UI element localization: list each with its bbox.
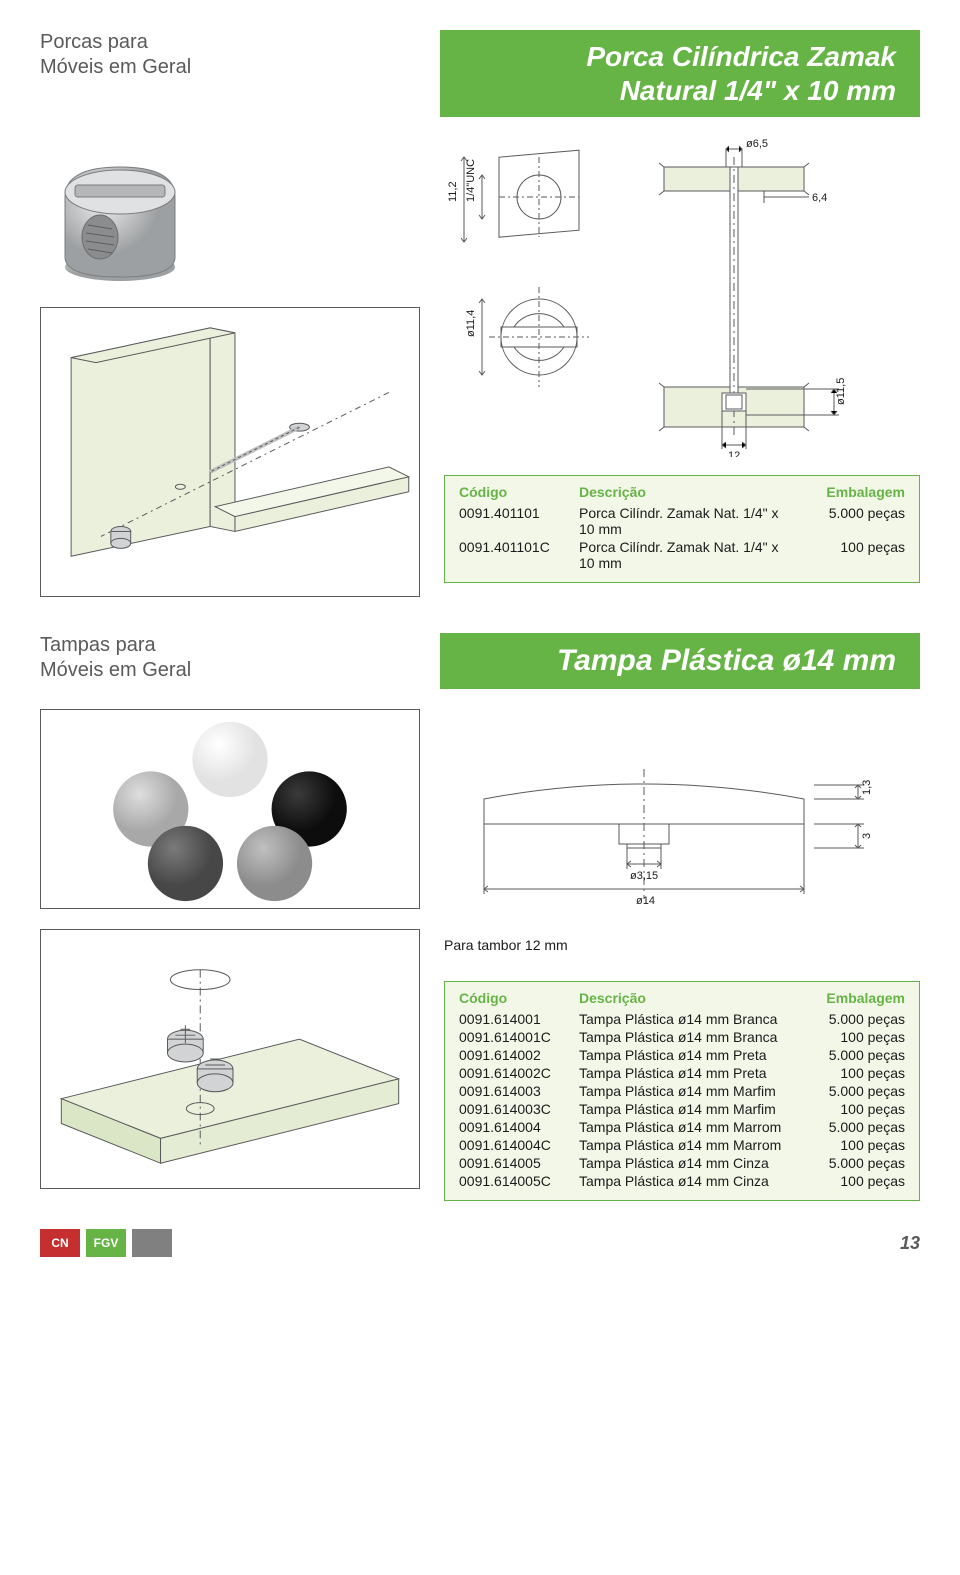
- cell-pack: 5.000 peças: [795, 1011, 905, 1027]
- table-row: 0091.614004CTampa Plástica ø14 mm Marrom…: [459, 1136, 905, 1154]
- cell-desc: Tampa Plástica ø14 mm Preta: [579, 1047, 795, 1063]
- section1-label: Porcas para Móveis em Geral: [40, 30, 191, 80]
- cell-pack: 5.000 peças: [795, 1047, 905, 1063]
- logo-fgv: FGV: [86, 1229, 126, 1257]
- cell-desc: Tampa Plástica ø14 mm Marrom: [579, 1137, 795, 1153]
- cap-colors-icon: [41, 710, 419, 908]
- cell-pack: 100 peças: [795, 1029, 905, 1045]
- cell-desc: Porca Cilíndr. Zamak Nat. 1/4" x 10 mm: [579, 539, 795, 571]
- dim-6-4: 6,4: [812, 192, 827, 204]
- table-row: 0091.401101Porca Cilíndr. Zamak Nat. 1/4…: [459, 504, 905, 538]
- table-row: 0091.614003CTampa Plástica ø14 mm Marfim…: [459, 1100, 905, 1118]
- section2-footnote: Para tambor 12 mm: [444, 937, 920, 953]
- cell-code: 0091.614002: [459, 1047, 579, 1063]
- th2-pack: Embalagem: [795, 990, 905, 1006]
- cell-code: 0091.401101: [459, 505, 579, 537]
- cell-desc: Tampa Plástica ø14 mm Cinza: [579, 1173, 795, 1189]
- section1-title-line2: Natural 1/4" x 10 mm: [620, 75, 896, 106]
- cell-code: 0091.614003C: [459, 1101, 579, 1117]
- cell-code: 0091.401101C: [459, 539, 579, 571]
- dim-d6-5: ø6,5: [746, 138, 768, 150]
- cell-code: 0091.614001C: [459, 1029, 579, 1045]
- cell-desc: Porca Cilíndr. Zamak Nat. 1/4" x 10 mm: [579, 505, 795, 537]
- dim-3: 3: [861, 833, 873, 839]
- logo-cn: CN: [40, 1229, 80, 1257]
- cell-pack: 100 peças: [795, 1101, 905, 1117]
- cell-pack: 100 peças: [795, 539, 905, 571]
- cell-pack: 100 peças: [795, 1173, 905, 1189]
- section2-label-line2: Móveis em Geral: [40, 659, 191, 681]
- cell-pack: 100 peças: [795, 1065, 905, 1081]
- table-row: 0091.614002Tampa Plástica ø14 mm Preta5.…: [459, 1046, 905, 1064]
- assembly-diagram-icon: [41, 308, 419, 596]
- cell-code: 0091.614004C: [459, 1137, 579, 1153]
- table-row: 0091.614002CTampa Plástica ø14 mm Preta1…: [459, 1064, 905, 1082]
- tech-drawing-side-icon: ø6,5 6,4 ø11,5 12: [634, 137, 874, 457]
- cell-desc: Tampa Plástica ø14 mm Preta: [579, 1065, 795, 1081]
- section1-title-banner: Porca Cilíndrica Zamak Natural 1/4" x 10…: [440, 30, 920, 117]
- cell-code: 0091.614003: [459, 1083, 579, 1099]
- th-code: Código: [459, 484, 579, 500]
- table-row: 0091.614004Tampa Plástica ø14 mm Marrom5…: [459, 1118, 905, 1136]
- cell-desc: Tampa Plástica ø14 mm Branca: [579, 1011, 795, 1027]
- cell-desc: Tampa Plástica ø14 mm Marfim: [579, 1101, 795, 1117]
- spec-table-2: Código Descrição Embalagem 0091.614001Ta…: [444, 981, 920, 1201]
- section1-label-line2: Móveis em Geral: [40, 56, 191, 78]
- cell-desc: Tampa Plástica ø14 mm Cinza: [579, 1155, 795, 1171]
- table-row: 0091.401101CPorca Cilíndr. Zamak Nat. 1/…: [459, 538, 905, 572]
- cell-pack: 5.000 peças: [795, 1155, 905, 1171]
- section1-title-line1: Porca Cilíndrica Zamak: [586, 41, 896, 72]
- th-pack: Embalagem: [795, 484, 905, 500]
- tech-drawing-top-icon: 11,2 1/4"UNC ø11,4: [444, 137, 604, 417]
- cell-code: 0091.614001: [459, 1011, 579, 1027]
- dim-d14: ø14: [636, 895, 655, 907]
- logo-gray: [132, 1229, 172, 1257]
- section2-title: Tampa Plástica ø14 mm: [557, 644, 896, 677]
- dim-d11-4: ø11,4: [465, 310, 477, 337]
- cell-pack: 5.000 peças: [795, 505, 905, 537]
- footer-logos: CN FGV: [40, 1229, 172, 1257]
- table-row: 0091.614005CTampa Plástica ø14 mm Cinza1…: [459, 1172, 905, 1190]
- page-number: 13: [900, 1233, 920, 1254]
- cell-pack: 5.000 peças: [795, 1119, 905, 1135]
- dim-11-2: 11,2: [447, 182, 459, 203]
- cell-pack: 5.000 peças: [795, 1083, 905, 1099]
- product-render-icon: [40, 137, 200, 287]
- th2-code: Código: [459, 990, 579, 1006]
- dim-1-3: 1,3: [861, 780, 873, 795]
- cell-code: 0091.614005C: [459, 1173, 579, 1189]
- table-row: 0091.614003Tampa Plástica ø14 mm Marfim5…: [459, 1082, 905, 1100]
- cap-assembly-icon: [41, 930, 419, 1188]
- table-row: 0091.614005Tampa Plástica ø14 mm Cinza5.…: [459, 1154, 905, 1172]
- table-row: 0091.614001Tampa Plástica ø14 mm Branca5…: [459, 1010, 905, 1028]
- th2-desc: Descrição: [579, 990, 795, 1006]
- section2-title-banner: Tampa Plástica ø14 mm: [440, 633, 920, 689]
- cell-desc: Tampa Plástica ø14 mm Marrom: [579, 1119, 795, 1135]
- cell-desc: Tampa Plástica ø14 mm Branca: [579, 1029, 795, 1045]
- cell-pack: 100 peças: [795, 1137, 905, 1153]
- section1-label-line1: Porcas para: [40, 31, 148, 53]
- dim-unc: 1/4"UNC: [465, 159, 477, 202]
- cell-desc: Tampa Plástica ø14 mm Marfim: [579, 1083, 795, 1099]
- section2-label-line1: Tampas para: [40, 634, 156, 656]
- dim-d3-15: ø3,15: [630, 870, 658, 882]
- cell-code: 0091.614004: [459, 1119, 579, 1135]
- dim-12: 12: [728, 450, 740, 457]
- spec-table-1: Código Descrição Embalagem 0091.401101Po…: [444, 475, 920, 583]
- dim-d11-5: ø11,5: [835, 378, 847, 405]
- section2-label: Tampas para Móveis em Geral: [40, 633, 191, 683]
- cell-code: 0091.614005: [459, 1155, 579, 1171]
- cell-code: 0091.614002C: [459, 1065, 579, 1081]
- cap-section-icon: 1,3 3 ø3,15 ø14: [444, 709, 904, 909]
- th-desc: Descrição: [579, 484, 795, 500]
- table-row: 0091.614001CTampa Plástica ø14 mm Branca…: [459, 1028, 905, 1046]
